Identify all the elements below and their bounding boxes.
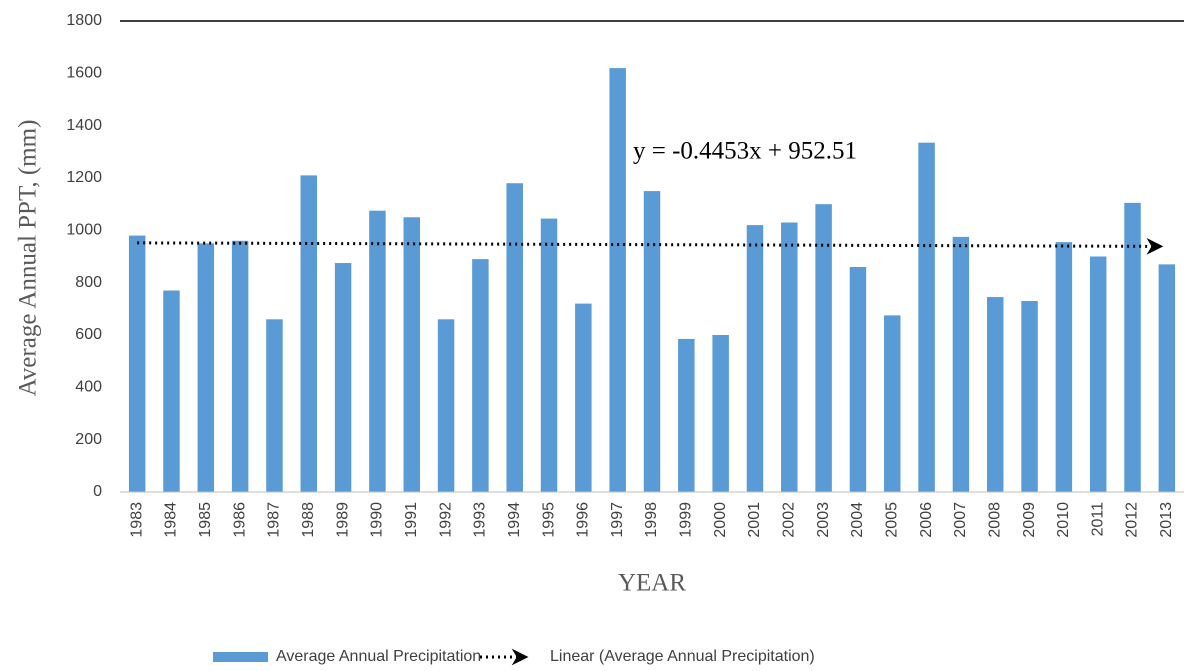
x-tick-label: 1983 [128,502,145,538]
y-tick-label: 1400 [66,117,102,134]
x-tick-label: 2009 [1021,502,1038,538]
y-tick-label: 200 [75,431,102,448]
y-tick-label: 1800 [66,12,102,29]
bar [506,183,523,492]
bar [1124,202,1141,492]
x-tick-label: 1996 [575,502,592,538]
x-tick-label: 1994 [506,502,523,538]
bar [369,210,386,493]
x-tick-label: 1988 [300,502,317,538]
x-tick-label: 2002 [781,502,798,538]
bar [986,297,1004,492]
x-tick-label: 1993 [472,502,489,538]
x-tick-label: 1992 [437,502,454,538]
x-tick-label: 1999 [678,502,695,538]
bar [678,338,695,492]
bar [1158,264,1176,492]
bar [643,191,661,493]
bar [849,266,867,492]
x-tick-label: 1995 [540,502,557,538]
x-tick-label: 1998 [643,502,660,538]
bar [334,263,352,492]
legend-label: Linear (Average Annual Precipitation) [550,648,815,665]
y-tick-label: 600 [75,326,102,343]
bar [1021,300,1038,492]
x-tick-label: 2008 [986,502,1003,538]
bar [781,222,798,492]
bar [1089,256,1107,492]
bar [163,290,180,492]
bar [609,68,626,492]
x-tick-label: 1987 [266,502,283,538]
x-tick-label: 2004 [849,502,866,538]
x-tick-label: 1997 [609,502,626,538]
bar [815,204,832,492]
x-tick-label: 1989 [334,502,351,538]
x-tick-label: 1986 [231,502,248,538]
y-tick-label: 800 [75,274,102,291]
trendline [137,237,1164,255]
x-tick-label: 2006 [918,502,935,538]
trendline-equation: y = -0.4453x + 952.51 [633,138,857,165]
x-tick-label: 1991 [403,502,420,538]
bar [884,315,901,492]
bar [575,303,592,492]
bar [266,319,283,492]
x-axis-label: YEAR [618,570,686,597]
bar [472,259,489,492]
bar [231,240,249,492]
y-tick-label: 0 [93,483,102,500]
x-tick-label: 1985 [197,502,214,538]
bar [300,175,318,492]
x-tick-label: 2012 [1124,502,1141,538]
x-tick-label: 2003 [815,502,832,538]
bar [197,243,215,492]
bar [1055,242,1073,492]
bar [403,217,420,492]
legend-label: Average Annual Precipitation [276,648,481,665]
bar [952,236,970,492]
y-tick-label: 400 [75,379,102,396]
bar [128,235,146,493]
x-tick-label: 2001 [746,502,763,538]
bar [437,319,455,492]
x-tick-label: 2000 [712,502,729,538]
x-tick-label: 2013 [1158,502,1175,538]
y-tick-label: 1200 [66,169,102,186]
x-tick-label: 2007 [952,502,969,538]
y-tick-label: 1600 [66,65,102,82]
x-tick-label: 1990 [369,502,386,538]
bar [712,335,729,492]
bar [540,218,558,492]
y-tick-label: 1000 [66,222,102,239]
y-axis-label: Average Annual PPT, (mm) [15,120,42,397]
x-tick-label: 2010 [1055,502,1072,538]
x-tick-label: 2011 [1089,502,1106,537]
x-tick-label: 2005 [883,502,900,538]
legend-swatch [213,652,268,662]
bar [746,225,764,492]
bar [918,142,935,493]
x-tick-label: 1984 [163,502,180,538]
